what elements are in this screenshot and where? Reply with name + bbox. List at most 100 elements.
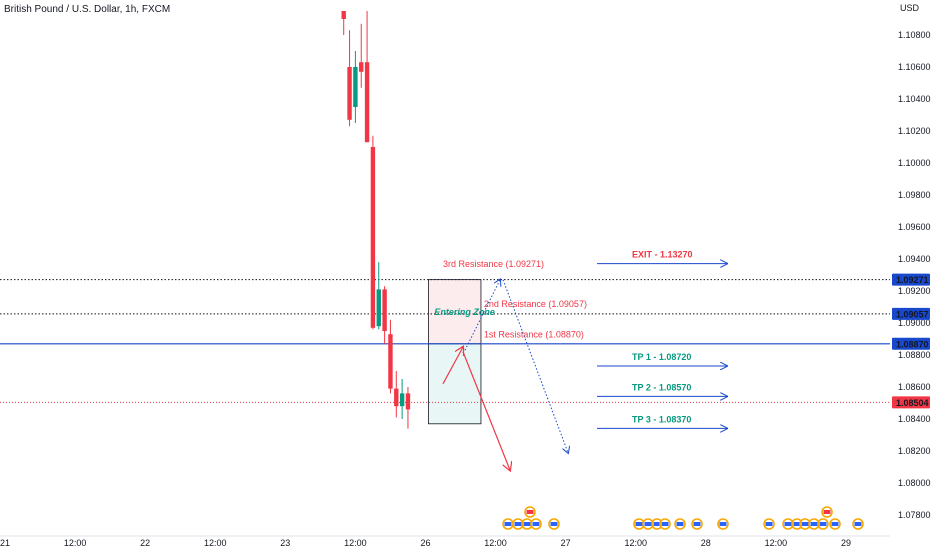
- candles-layer: [341, 11, 411, 429]
- flag-fill: [854, 522, 862, 526]
- flag-fill: [823, 510, 831, 514]
- candle-body: [341, 11, 346, 19]
- price-badge-label: 1.09057: [896, 309, 929, 319]
- flag-fill: [526, 510, 534, 514]
- price-tick-label: 1.08600: [898, 382, 931, 392]
- flag-fill: [676, 522, 684, 526]
- price-tick-label: 1.10200: [898, 126, 931, 136]
- event-flag-icon: [548, 518, 560, 530]
- target-label: TP 2 - 1.08570: [632, 382, 691, 392]
- event-flag-icon: [717, 518, 729, 530]
- time-tick-label: 28: [701, 538, 711, 548]
- event-flag-icon: [642, 518, 654, 530]
- time-tick-label: 21: [0, 538, 10, 548]
- candle-body: [364, 62, 370, 143]
- price-badge-label: 1.09271: [896, 275, 929, 285]
- flag-fill: [504, 522, 512, 526]
- candle-body: [347, 67, 352, 120]
- price-tick-label: 1.09400: [898, 254, 931, 264]
- price-tick-label: 1.10400: [898, 94, 931, 104]
- flag-fill: [793, 522, 801, 526]
- chart-title: British Pound / U.S. Dollar, 1h, FXCM: [4, 4, 171, 15]
- event-flag-icon: [763, 518, 775, 530]
- time-tick-label: 27: [561, 538, 571, 548]
- price-tick-label: 1.10800: [898, 30, 931, 40]
- projection-path: [502, 279, 568, 453]
- flag-fill: [810, 522, 818, 526]
- drop-arrow: [462, 351, 510, 470]
- time-tick-label: 12:00: [484, 538, 507, 548]
- time-tick-label: 22: [140, 538, 150, 548]
- resistance-label: 1st Resistance (1.08870): [484, 329, 584, 339]
- flag-fill: [514, 522, 522, 526]
- flag-fill: [819, 522, 827, 526]
- event-flag-icon: [512, 518, 524, 530]
- flag-fill: [693, 522, 701, 526]
- candle-body: [382, 289, 387, 331]
- event-flag-icon: [530, 518, 542, 530]
- candle-body: [376, 289, 381, 327]
- price-tick-label: 1.09000: [898, 318, 931, 328]
- event-flag-icon: [817, 518, 829, 530]
- event-flag-icon: [674, 518, 686, 530]
- flag-fill: [550, 522, 558, 526]
- candle-body: [405, 393, 411, 410]
- horizontal-lines-layer: [0, 279, 890, 403]
- price-badge: [892, 396, 930, 409]
- flag-fill: [653, 522, 661, 526]
- flag-fill: [523, 522, 531, 526]
- price-tick-label: 1.09200: [898, 286, 931, 296]
- currency-label: USD: [900, 3, 920, 13]
- zones-layer: [427, 279, 482, 425]
- price-axis[interactable]: USD 1.10800 1.10600 1.10400 1.10200 1.10000 1.…: [892, 3, 931, 520]
- candle-body: [394, 388, 399, 407]
- flag-fill: [661, 522, 669, 526]
- time-tick-label: 12:00: [624, 538, 647, 548]
- entry-arrow: [442, 347, 463, 385]
- candle-body: [388, 334, 393, 389]
- price-badge: [892, 307, 930, 320]
- event-flag-icon: [821, 506, 833, 518]
- flag-fill: [532, 522, 540, 526]
- target-label: TP 3 - 1.08370: [632, 414, 691, 424]
- time-tick-label: 23: [280, 538, 290, 548]
- candle-body: [370, 147, 376, 328]
- price-tick-label: 1.08000: [898, 478, 931, 488]
- event-flag-icon: [502, 518, 514, 530]
- price-tick-label: 1.10600: [898, 62, 931, 72]
- price-badge: [892, 273, 930, 286]
- flag-fill: [801, 522, 809, 526]
- price-tick-label: 1.10000: [898, 158, 931, 168]
- price-tick-label: 1.09600: [898, 222, 931, 232]
- time-tick-label: 12:00: [204, 538, 227, 548]
- event-flag-icon: [852, 518, 864, 530]
- event-flag-icon: [659, 518, 671, 530]
- event-flag-icon: [829, 518, 841, 530]
- time-tick-label: 12:00: [64, 538, 87, 548]
- time-tick-label: 12:00: [765, 538, 788, 548]
- flag-fill: [635, 522, 643, 526]
- time-tick-label: 29: [841, 538, 851, 548]
- target-label: TP 1 - 1.08720: [632, 352, 691, 362]
- price-badge: [892, 337, 930, 350]
- flag-fill: [831, 522, 839, 526]
- flag-fill: [644, 522, 652, 526]
- price-badge-label: 1.08504: [896, 398, 929, 408]
- time-tick-label: 26: [420, 538, 430, 548]
- entering-zone-label: Entering Zone: [434, 307, 495, 317]
- resistance-label: 2nd Resistance (1.09057): [484, 299, 587, 309]
- retest-path: [464, 280, 500, 351]
- price-badge-label: 1.08870: [896, 339, 929, 349]
- event-flag-icon: [691, 518, 703, 530]
- target-label: EXIT - 1.13270: [632, 250, 693, 260]
- event-flag-icon: [524, 506, 536, 518]
- candle-body: [353, 67, 358, 107]
- target-zone: [427, 343, 482, 425]
- annotations-layer: 3rd Resistance (1.09271) 2nd Resistance (…: [434, 250, 727, 471]
- events-layer: [502, 506, 864, 530]
- flag-fill: [784, 522, 792, 526]
- flag-fill: [719, 522, 727, 526]
- time-axis[interactable]: 21 12:00 22 12:00 23 12:00 26 12:00 27 12:00 28 12:…: [0, 535, 890, 548]
- price-tick-label: 1.07800: [898, 510, 931, 520]
